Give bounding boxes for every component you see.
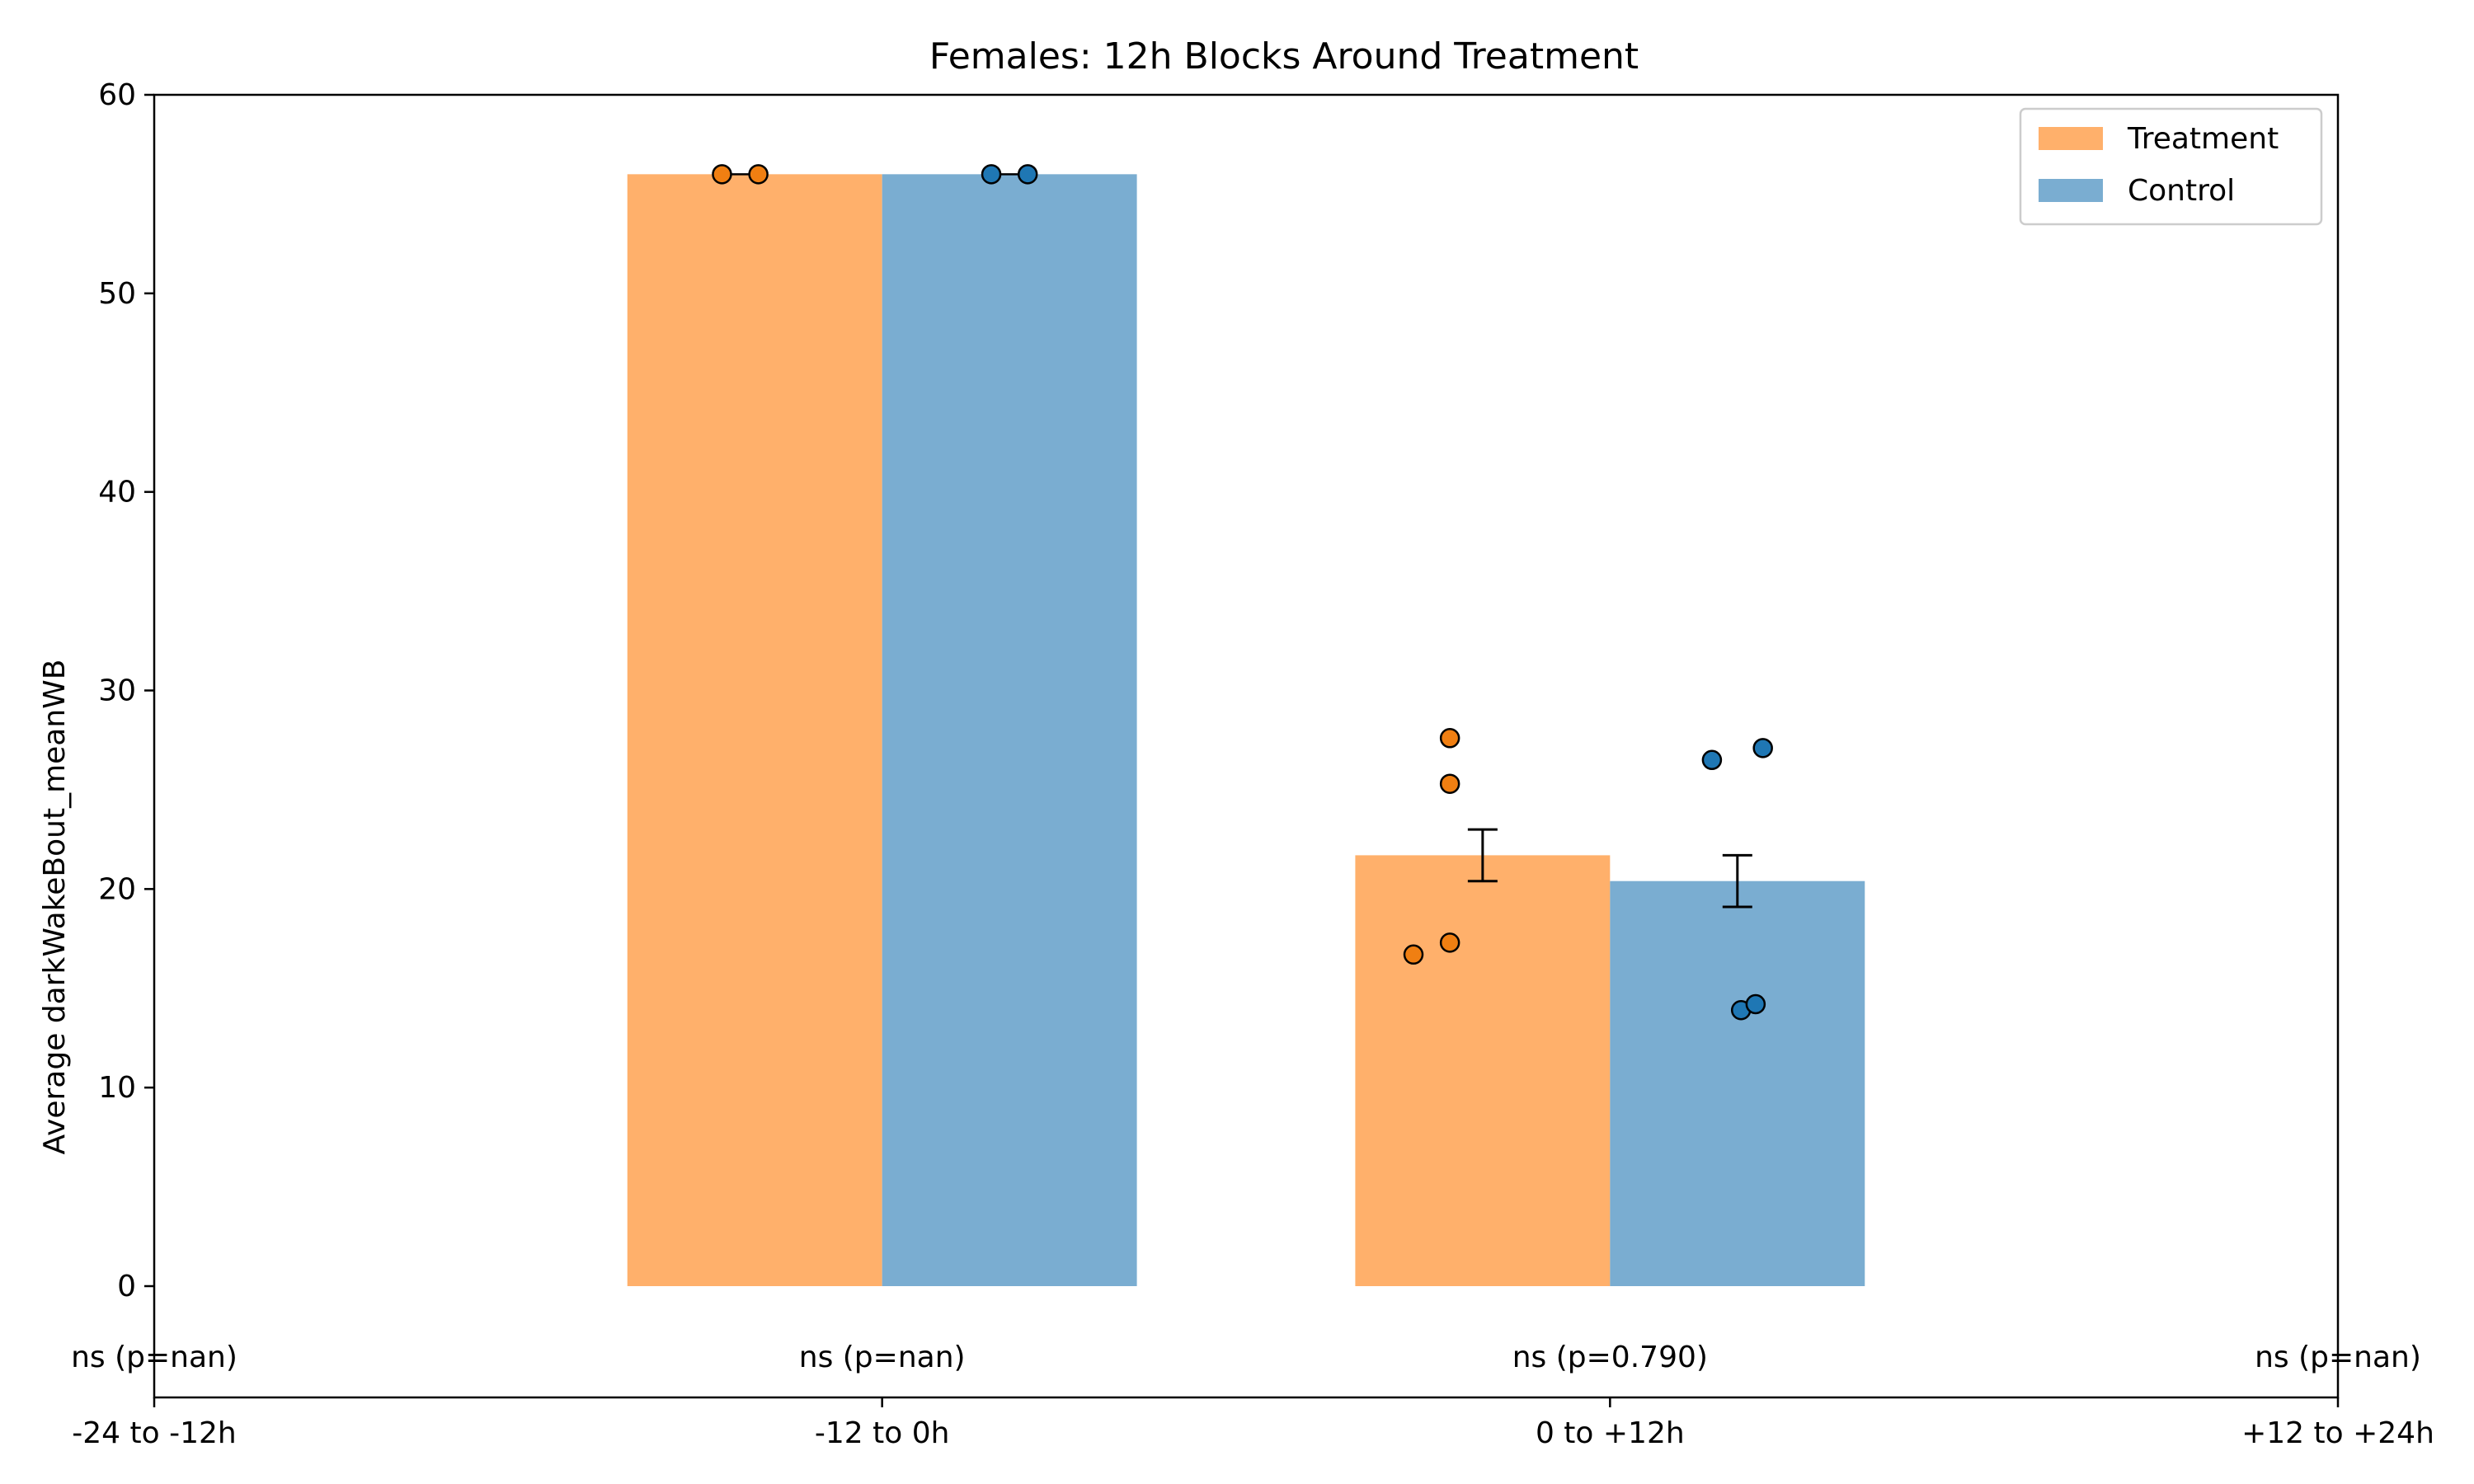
- legend: Treatment Control: [2019, 107, 2323, 226]
- bar-control-0: [882, 174, 1137, 1286]
- plot-frame: [153, 93, 2340, 1399]
- points-layer: [712, 164, 1773, 1021]
- y-tick-label-10: 10: [98, 1071, 136, 1105]
- legend-swatch-control: [2039, 179, 2103, 202]
- significance-label-1: ns (p=nan): [799, 1341, 966, 1374]
- point-control-4: [1745, 993, 1766, 1015]
- bars-layer: [627, 174, 1865, 1286]
- legend-label-control: Control: [2128, 174, 2235, 208]
- point-treatment-4: [1439, 773, 1460, 794]
- point-treatment-3: [1439, 932, 1460, 953]
- y-tick-label-0: 0: [117, 1270, 136, 1303]
- point-control-0: [981, 164, 1002, 185]
- y-tick-label-60: 60: [98, 78, 136, 112]
- y-tick-label-50: 50: [98, 277, 136, 311]
- significance-label-2: ns (p=0.790): [1512, 1341, 1708, 1374]
- x-tick-label-1: -12 to 0h: [815, 1416, 950, 1450]
- x-tick-label-2: 0 to +12h: [1536, 1416, 1685, 1450]
- point-treatment-2: [1403, 944, 1424, 965]
- x-tick-label-0: -24 to -12h: [72, 1416, 236, 1450]
- y-tick-label-20: 20: [98, 872, 136, 906]
- error-bars-layer: [1467, 828, 1752, 909]
- point-treatment-0: [712, 164, 732, 185]
- y-tick-label-40: 40: [98, 476, 136, 510]
- point-control-1: [1017, 164, 1038, 185]
- point-control-5: [1752, 738, 1773, 758]
- axes-layer: 0 10 20 30 40 50 60 -24 to -12h -12 to 0h 0 to +1…: [72, 78, 2434, 1450]
- legend-label-treatment: Treatment: [2127, 122, 2279, 156]
- legend-swatch-treatment: [2039, 127, 2103, 150]
- point-control-2: [1701, 749, 1723, 771]
- y-tick-label-30: 30: [98, 674, 136, 708]
- point-treatment-1: [748, 164, 769, 185]
- bar-control-1: [1610, 881, 1865, 1286]
- y-axis-label: Average darkWakeBout_meanWB: [38, 660, 72, 1155]
- bar-treatment-1: [1355, 855, 1611, 1286]
- x-tick-label-3: +12 to +24h: [2241, 1416, 2434, 1450]
- chart-title: Females: 12h Blocks Around Treatment: [929, 35, 1639, 77]
- point-treatment-5: [1439, 728, 1460, 749]
- bar-treatment-0: [627, 174, 882, 1286]
